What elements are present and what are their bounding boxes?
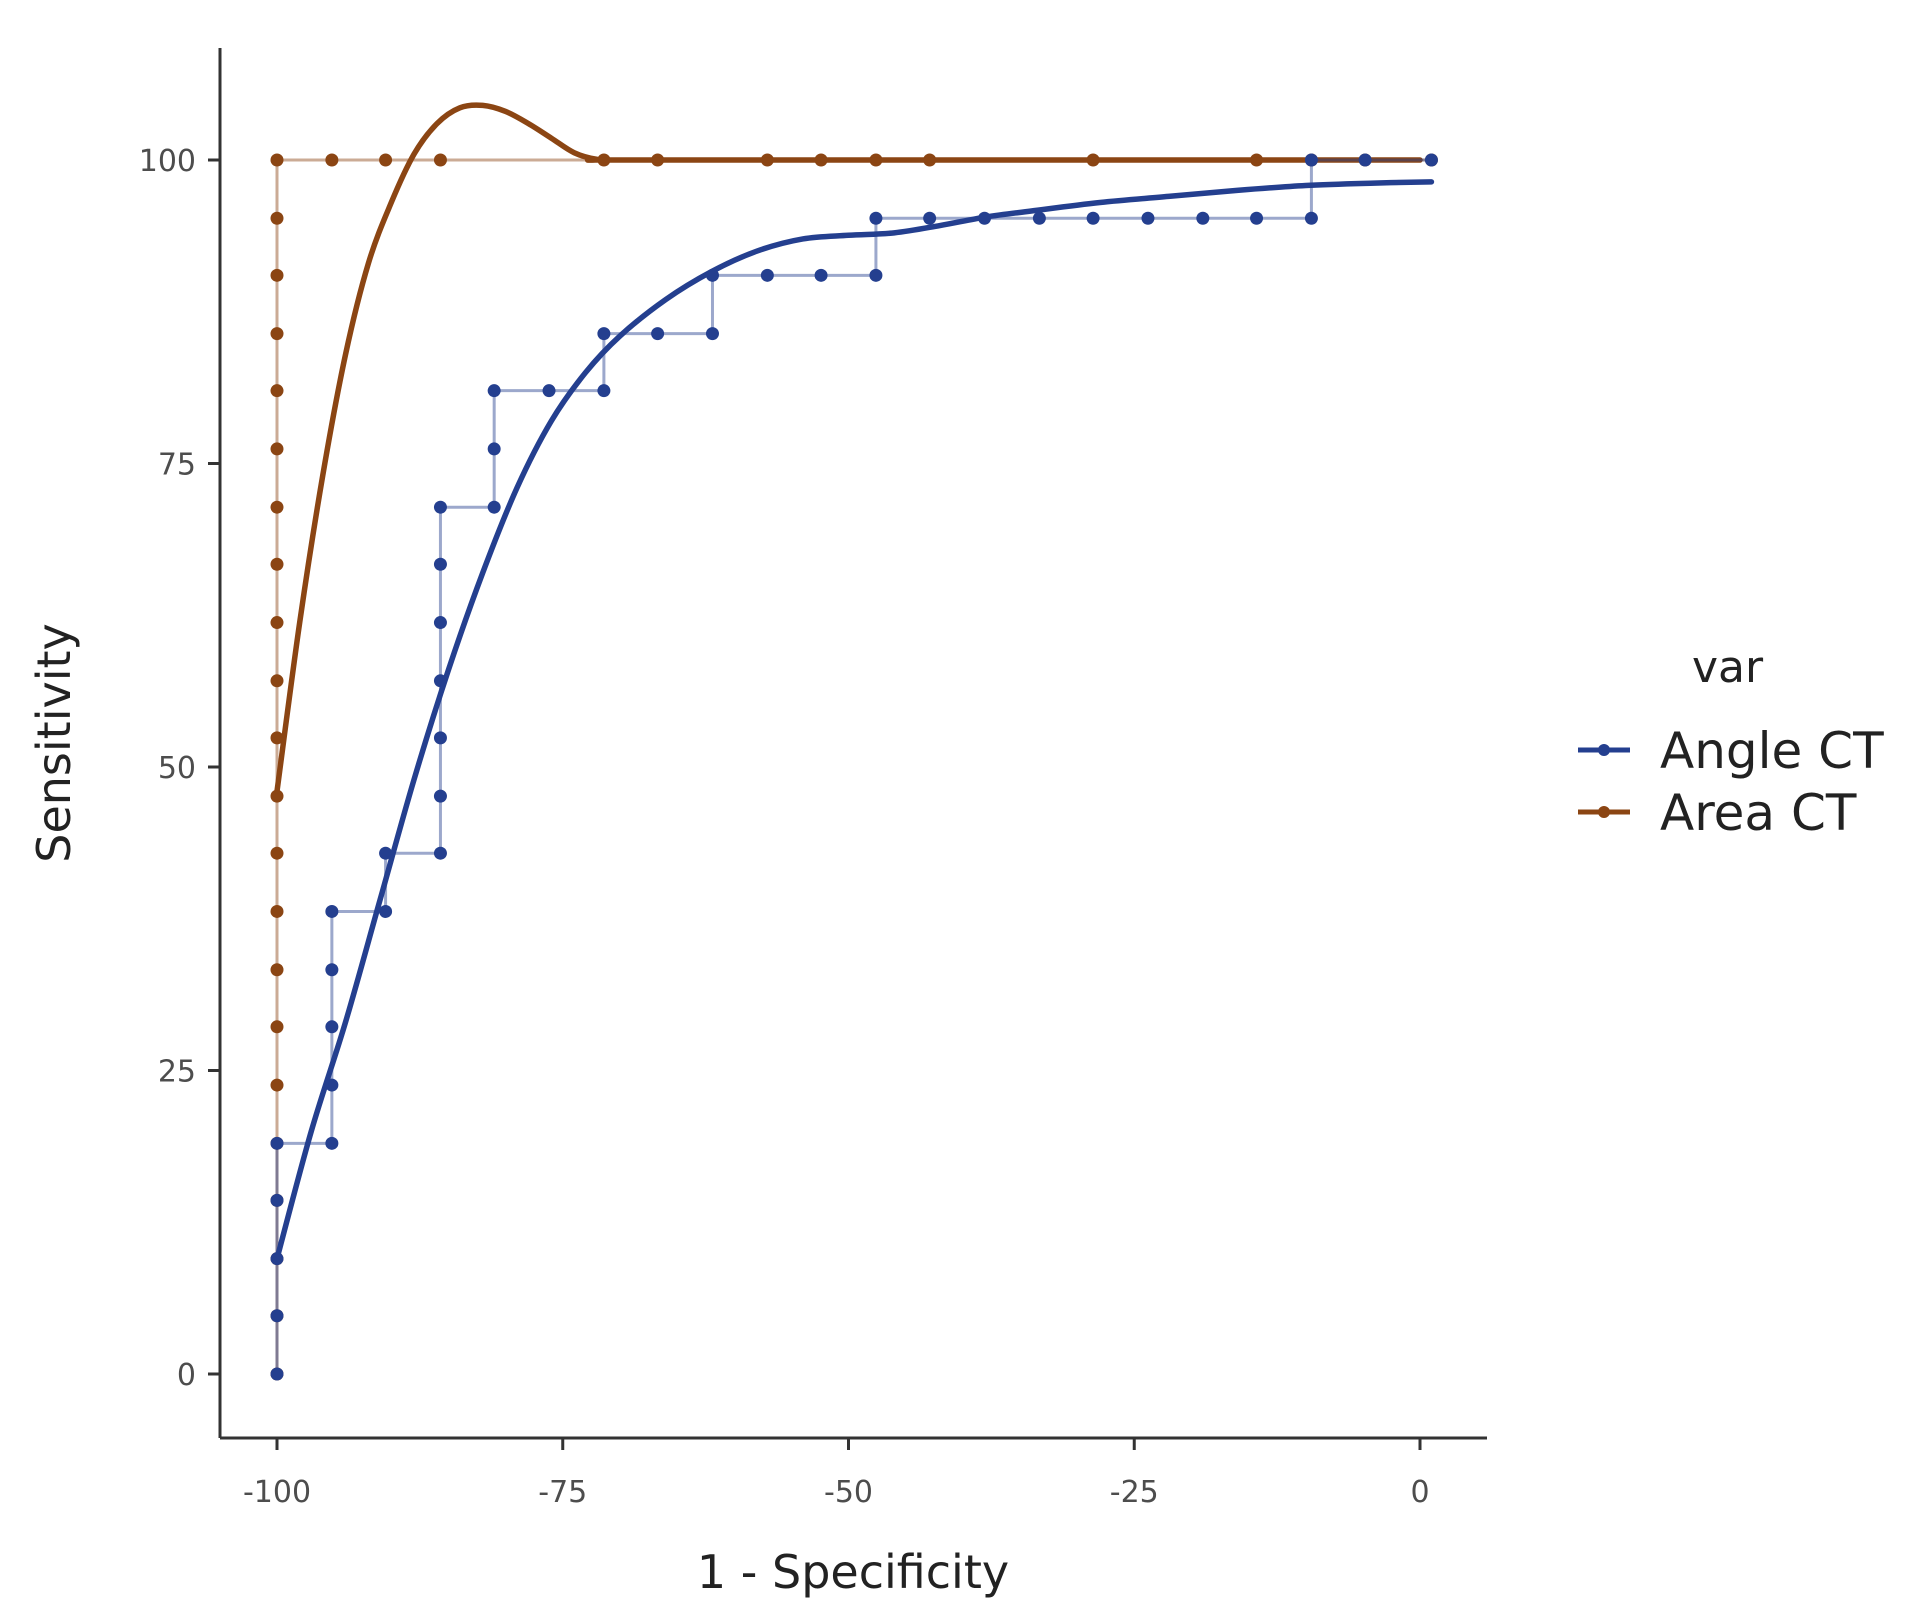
legend-title: var [1692,642,1764,693]
point-angle-ct [270,1136,284,1150]
point-angle-ct [1032,211,1046,225]
point-area-ct [270,442,284,456]
point-angle-ct [1141,211,1155,225]
point-area-ct [270,327,284,341]
point-area-ct [270,557,284,571]
legend-key-dot-angle-ct [1598,744,1610,756]
plot-area [270,102,1438,1381]
point-area-ct [270,500,284,514]
point-angle-ct [379,904,393,918]
point-angle-ct [1358,153,1372,167]
point-angle-ct [433,616,447,630]
series-area-ct [270,102,1438,1381]
y-tick-label: 50 [158,751,196,786]
point-area-ct [270,1078,284,1092]
point-angle-ct [325,904,339,918]
x-tick-label: 0 [1410,1475,1429,1510]
point-angle-ct [760,268,774,282]
y-ticks: 0 25 50 75 100 [139,144,220,1393]
point-angle-ct [487,500,501,514]
smooth-curve-area-ct [274,102,1423,795]
point-angle-ct [325,1020,339,1034]
x-tick-label: -50 [824,1475,873,1510]
legend: var Angle CT Area CT [1578,642,1884,842]
point-angle-ct [433,500,447,514]
point-area-ct [325,153,339,167]
point-area-ct [270,153,284,167]
y-tick-label: 25 [158,1055,196,1090]
point-angle-ct [923,211,937,225]
legend-key-dot-area-ct [1598,806,1610,818]
series-angle-ct [270,153,1438,1381]
point-angle-ct [487,384,501,398]
y-tick-label: 0 [177,1358,196,1393]
legend-label-area-ct: Area CT [1660,784,1857,842]
point-area-ct [270,211,284,225]
point-angle-ct [651,327,665,341]
point-area-ct [270,963,284,977]
point-area-ct [433,153,447,167]
point-angle-ct [433,731,447,745]
point-angle-ct [433,557,447,571]
y-tick-label: 100 [139,144,196,179]
x-axis-title: 1 - Specificity [697,1545,1009,1599]
point-angle-ct [433,789,447,803]
point-area-ct [379,153,393,167]
point-angle-ct [542,384,556,398]
x-tick-label: -100 [243,1475,311,1510]
point-area-ct [270,674,284,688]
point-angle-ct [597,384,611,398]
point-area-ct [270,731,284,745]
smooth-curve-angle-ct [274,179,1435,1262]
point-angle-ct [325,1136,339,1150]
point-angle-ct [869,268,883,282]
point-angle-ct [270,1193,284,1207]
point-area-ct [270,904,284,918]
point-angle-ct [1196,211,1210,225]
point-area-ct [270,268,284,282]
legend-item-area-ct: Area CT [1578,784,1857,842]
point-area-ct [270,789,284,803]
point-angle-ct [1304,153,1318,167]
point-angle-ct [325,963,339,977]
point-area-ct [270,616,284,630]
x-tick-label: -75 [538,1475,587,1510]
point-angle-ct [270,1309,284,1323]
x-ticks: -100 -75 -50 -25 0 [243,1438,1430,1510]
point-angle-ct [379,846,393,860]
point-angle-ct [1086,211,1100,225]
point-angle-ct [433,846,447,860]
step-line-angle-ct [275,158,1432,1374]
point-area-ct [270,846,284,860]
y-axis-title: Sensitivity [27,623,81,862]
point-angle-ct [1424,153,1438,167]
point-angle-ct [1250,211,1264,225]
legend-item-angle-ct: Angle CT [1578,722,1884,780]
axes [218,48,1487,1440]
point-area-ct [270,384,284,398]
point-angle-ct [270,1367,284,1381]
point-angle-ct [487,442,501,456]
point-angle-ct [869,211,883,225]
point-angle-ct [814,268,828,282]
point-angle-ct [597,327,611,341]
y-tick-label: 75 [158,448,196,483]
point-angle-ct [705,327,719,341]
x-tick-label: -25 [1110,1475,1159,1510]
step-line-area-ct [275,158,1432,1374]
legend-label-angle-ct: Angle CT [1660,722,1884,780]
point-angle-ct [1304,211,1318,225]
point-area-ct [270,1020,284,1034]
